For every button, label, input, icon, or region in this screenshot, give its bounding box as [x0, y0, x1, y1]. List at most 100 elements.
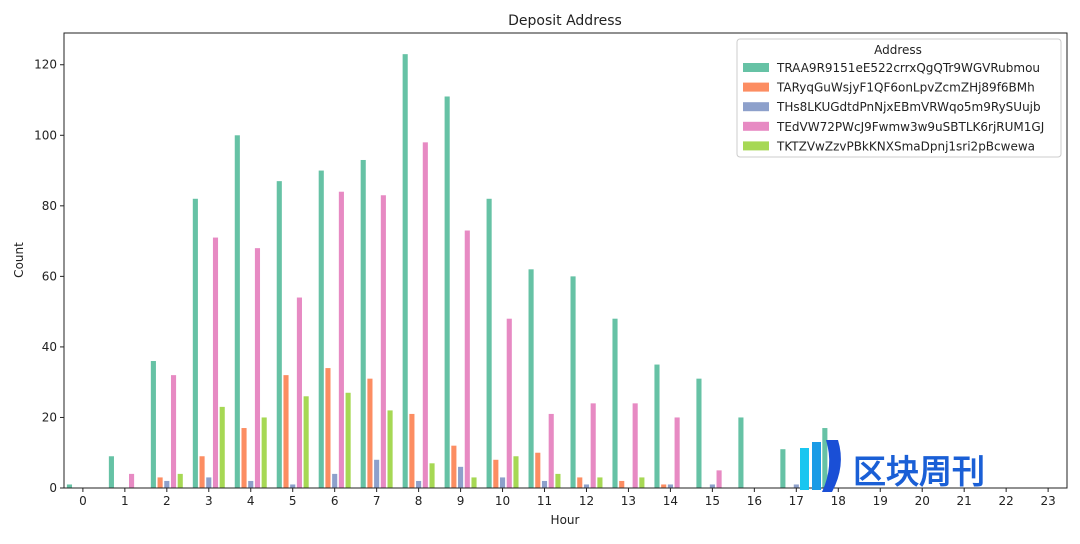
plot-frame: [63, 32, 1068, 489]
bar-8-series-3: [416, 480, 422, 488]
bar-15-series-1: [696, 378, 702, 488]
bar-6-series-4: [338, 191, 344, 488]
bar-3-series-5: [219, 406, 225, 488]
legend-label: TRAA9R9151eE522crrxQgQTr9WGVRubmou: [776, 61, 1040, 75]
bar-1-series-4: [129, 473, 135, 488]
bar-2-series-2: [157, 477, 163, 488]
legend-box: [736, 38, 1062, 158]
bar-17-series-3: [793, 484, 799, 488]
bar-7-series-1: [360, 159, 366, 489]
x-tick-label: 22: [999, 494, 1014, 508]
bar-7-series-5: [387, 410, 393, 488]
bar-10-series-5: [513, 456, 519, 488]
x-axis-label: Hour: [551, 513, 580, 527]
x-tick-label: 12: [579, 494, 594, 508]
bar-7-series-3: [374, 459, 380, 488]
bar-3-series-3: [206, 477, 212, 488]
legend-label: TEdVW72PWcJ9Fwmw3w9uSBTLK6rjRUM1GJ: [776, 120, 1044, 134]
bar-13-series-1: [612, 318, 618, 488]
bar-8-series-4: [422, 142, 428, 488]
bar-9-series-3: [458, 466, 464, 488]
bar-2-series-4: [170, 375, 177, 488]
legend-label: TKTZVwZzvPBkKNXSmaDpnj1sri2pBcwewa: [776, 139, 1035, 153]
bar-5-series-2: [283, 375, 289, 488]
y-tick-label: 0: [49, 481, 57, 495]
x-tick-label: 23: [1040, 494, 1055, 508]
bar-9-series-5: [471, 477, 477, 488]
x-tick-label: 4: [247, 494, 255, 508]
bar-4-series-4: [254, 248, 261, 488]
legend-label: THs8LKUGdtdPnNjxEBmVRWqo5m9RySUujb: [776, 100, 1041, 114]
legend: Address TRAA9R9151eE522crrxQgQTr9WGVRubm…: [736, 38, 1062, 158]
bar-12-series-3: [583, 484, 590, 488]
bar-4-series-2: [241, 428, 247, 488]
legend-swatch: [743, 102, 769, 112]
bar-6-series-2: [325, 368, 331, 488]
bar-15-series-3: [709, 484, 715, 488]
legend-swatch: [743, 82, 769, 92]
x-tick-label: 8: [415, 494, 423, 508]
bar-8-series-5: [429, 463, 435, 488]
bar-4-series-1: [234, 135, 240, 489]
bar-14-series-1: [654, 364, 660, 488]
bar-5-series-3: [290, 484, 296, 488]
bar-2-series-3: [164, 480, 170, 488]
y-tick-label: 20: [42, 410, 57, 424]
x-tick-label: 3: [205, 494, 213, 508]
x-tick-label: 5: [289, 494, 297, 508]
x-tick-label: 11: [537, 494, 552, 508]
legend-swatch: [743, 141, 769, 151]
watermark-text: 区块周刊: [853, 452, 985, 491]
bar-2-series-1: [150, 361, 156, 488]
bar-12-series-1: [570, 276, 576, 488]
x-tick-label: 10: [495, 494, 510, 508]
bar-5-series-1: [276, 181, 282, 488]
x-tick-label: 17: [789, 494, 804, 508]
bar-12-series-5: [597, 477, 603, 488]
y-tick-label: 40: [42, 340, 57, 354]
bar-4-series-3: [248, 480, 254, 488]
legend-swatch: [743, 63, 769, 72]
bar-12-series-2: [577, 477, 583, 488]
y-tick-label: 60: [42, 269, 57, 283]
x-tick-label: 21: [957, 494, 972, 508]
x-tick-label: 13: [621, 494, 636, 508]
bar-5-series-5: [303, 396, 309, 488]
legend-label: TARyqGuWsjyF1QF6onLpvZcmZHj89f6BMh: [776, 81, 1035, 95]
bar-11-series-2: [535, 452, 541, 488]
bar-13-series-2: [619, 480, 625, 488]
bar-6-series-3: [332, 473, 338, 488]
x-tick-label: 14: [663, 494, 678, 508]
x-tick-label: 1: [121, 494, 129, 508]
bar-16-series-1: [738, 417, 744, 488]
x-tick-label: 6: [331, 494, 339, 508]
legend-title: Address: [874, 43, 922, 57]
bar-2-series-5: [177, 473, 183, 488]
bar-10-series-1: [486, 198, 492, 488]
bar-12-series-4: [590, 403, 596, 488]
bar-4-series-5: [261, 417, 267, 488]
bar-6-series-1: [318, 170, 324, 488]
bar-11-series-3: [541, 480, 548, 488]
bar-9-series-1: [444, 96, 450, 489]
y-tick-label: 120: [34, 58, 57, 72]
bar-14-series-2: [661, 484, 667, 488]
y-axis-label: Count: [12, 242, 26, 278]
bar-7-series-2: [367, 378, 373, 488]
bar-11-series-1: [528, 269, 534, 488]
bar-8-series-1: [402, 54, 408, 488]
bar-1-series-1: [108, 456, 114, 488]
bar-11-series-4: [548, 413, 554, 488]
bar-0-series-1: [66, 484, 73, 488]
x-tick-label: 19: [873, 494, 888, 508]
bar-15-series-4: [716, 470, 722, 488]
x-tick-label: 15: [705, 494, 720, 508]
bar-10-series-3: [499, 477, 506, 488]
bar-8-series-2: [409, 413, 415, 488]
x-tick-label: 16: [747, 494, 762, 508]
bar-3-series-2: [199, 456, 205, 488]
bars-layer: [66, 54, 828, 489]
bar-11-series-5: [555, 473, 561, 488]
bar-14-series-4: [674, 417, 680, 488]
